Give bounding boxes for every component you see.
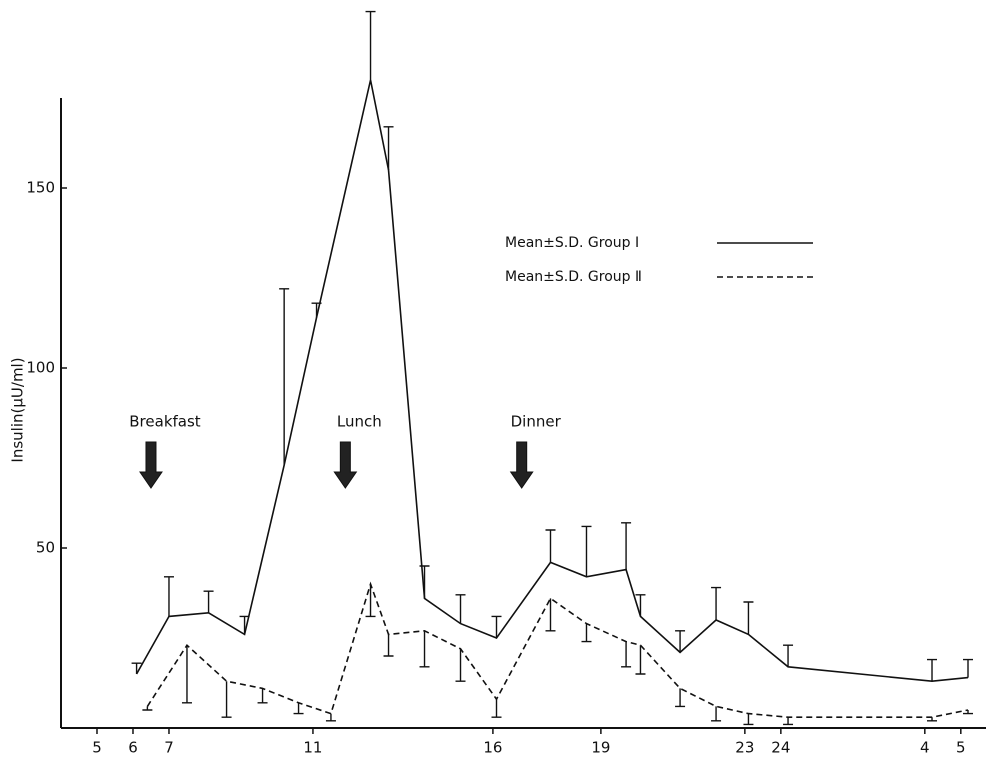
error-bar [455,648,466,682]
error-bar [621,641,632,668]
x-tick-label: 5 [956,739,966,757]
x-tick-label: 4 [920,739,930,757]
x-tick-label: 6 [128,739,138,757]
error-bar [163,576,174,617]
legend-label: Mean±S.D. Group Ⅱ [505,269,642,285]
error-bar [293,702,304,715]
error-bar [963,658,974,678]
error-bar [131,662,142,674]
error-bar [675,630,686,653]
error-bar [383,126,394,170]
meal-arrow [139,441,163,489]
x-tick-label: 5 [92,739,102,757]
error-bar [783,717,794,726]
error-bar [927,717,938,722]
y-tick-label: 50 [36,539,55,557]
error-bar [239,615,250,635]
error-bar [545,529,556,563]
meal-arrow [333,441,358,489]
legend-label: Mean±S.D. Group Ⅰ [505,235,639,251]
error-bar [581,525,592,577]
error-bar [621,522,632,570]
x-tick-label: 7 [164,739,174,757]
error-bar [675,688,686,708]
error-bar [545,598,556,632]
meal-label: Dinner [511,413,562,431]
error-bar [491,615,502,638]
y-tick-label: 150 [26,179,55,197]
error-bar [783,644,794,667]
error-bar [743,601,754,635]
error-bar [181,645,192,704]
error-bar [257,688,268,704]
x-tick-label: 16 [483,739,502,757]
error-bar [383,634,394,657]
meal-label: Lunch [337,413,382,431]
error-bar [743,713,754,726]
error-bar [311,302,322,318]
error-bar [221,681,232,718]
y-tick-label: 100 [26,359,55,377]
meal-label: Breakfast [129,413,201,431]
error-bar [635,645,646,675]
meal-arrow [509,441,534,489]
error-bar [365,584,376,618]
error-bar [635,594,646,617]
x-tick-label: 19 [591,739,610,757]
error-bar [325,713,336,722]
series-line [146,581,969,718]
y-axis-label: Insulin(μU/ml) [9,357,27,462]
error-bar [963,710,974,715]
error-bar [419,630,430,668]
error-bar [203,590,214,613]
error-bar [711,586,722,620]
error-bar [365,10,376,80]
error-bar [142,706,153,711]
x-tick-label: 23 [735,739,754,757]
error-bar [419,565,430,599]
series-line [135,79,969,683]
x-tick-label: 24 [771,739,790,757]
error-bar [279,288,290,466]
error-bar [711,706,722,722]
error-bar [927,658,938,682]
error-bar [455,594,466,624]
error-bar [581,623,592,643]
error-bar [491,699,502,718]
x-tick-label: 11 [303,739,322,757]
